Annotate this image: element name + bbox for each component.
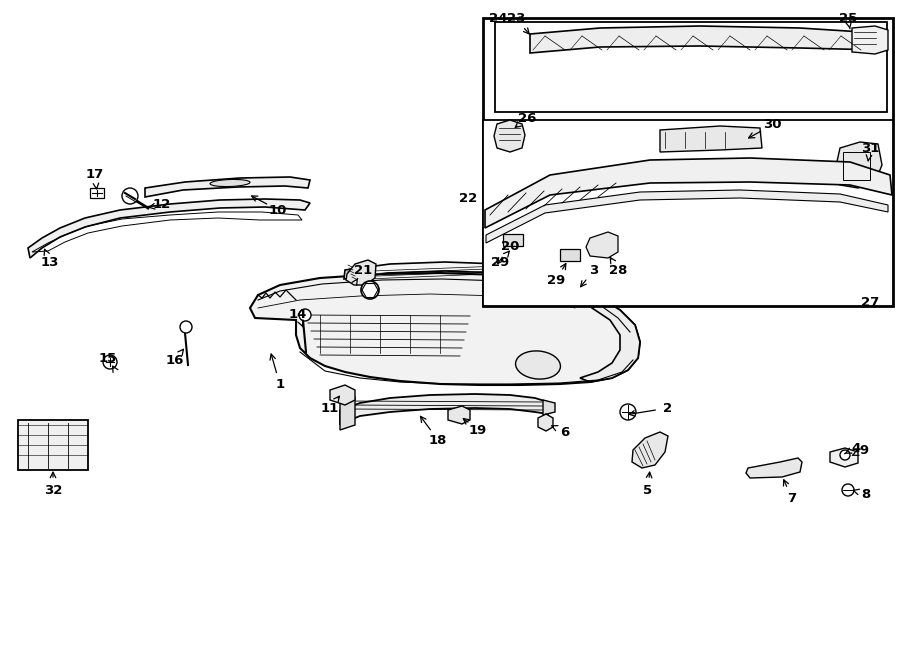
Text: 31: 31 (860, 141, 879, 155)
Polygon shape (660, 126, 762, 152)
Polygon shape (543, 400, 555, 415)
Text: 24: 24 (489, 13, 508, 26)
Polygon shape (503, 234, 523, 246)
Text: 13: 13 (40, 256, 59, 268)
Polygon shape (830, 448, 858, 467)
Circle shape (299, 309, 311, 321)
Text: 15: 15 (99, 352, 117, 364)
Polygon shape (530, 26, 880, 53)
Polygon shape (330, 385, 355, 405)
Text: 10: 10 (269, 204, 287, 217)
Circle shape (842, 484, 854, 496)
Text: 29: 29 (547, 274, 565, 286)
Text: 17: 17 (86, 169, 104, 182)
Polygon shape (485, 158, 892, 228)
Polygon shape (560, 249, 580, 261)
Text: 32: 32 (44, 483, 62, 496)
Polygon shape (340, 394, 548, 424)
Circle shape (620, 404, 636, 420)
Polygon shape (486, 190, 888, 243)
Circle shape (361, 281, 379, 299)
Text: 8: 8 (861, 488, 870, 500)
Polygon shape (90, 188, 104, 198)
Text: 3: 3 (590, 264, 598, 276)
Circle shape (103, 355, 117, 369)
Bar (495, 22, 887, 112)
Polygon shape (632, 432, 668, 468)
Text: 14: 14 (289, 309, 307, 321)
Circle shape (180, 321, 192, 333)
Circle shape (840, 450, 850, 460)
Text: 23: 23 (507, 13, 526, 26)
Ellipse shape (210, 179, 250, 186)
Polygon shape (346, 260, 376, 285)
Circle shape (565, 287, 579, 301)
Circle shape (122, 188, 138, 204)
Polygon shape (852, 26, 888, 54)
Text: 9: 9 (860, 444, 868, 457)
Polygon shape (145, 177, 310, 197)
Text: 19: 19 (469, 424, 487, 436)
Text: 2: 2 (663, 401, 672, 414)
Bar (483, 18, 893, 306)
Ellipse shape (516, 351, 561, 379)
Text: 22: 22 (459, 192, 477, 204)
Polygon shape (836, 142, 882, 188)
Polygon shape (494, 120, 525, 152)
Polygon shape (746, 458, 802, 478)
Text: 26: 26 (518, 112, 536, 124)
Polygon shape (538, 414, 553, 431)
Polygon shape (580, 298, 640, 382)
Text: 25: 25 (839, 13, 857, 26)
Polygon shape (586, 232, 618, 258)
Polygon shape (344, 262, 616, 300)
Text: 5: 5 (644, 483, 652, 496)
Text: 20: 20 (500, 241, 519, 254)
Text: 27: 27 (861, 297, 879, 309)
Text: 7: 7 (788, 492, 796, 504)
Text: 4: 4 (851, 442, 860, 455)
Text: 16: 16 (166, 354, 184, 366)
Polygon shape (28, 199, 310, 258)
Text: 6: 6 (561, 426, 570, 438)
Text: 28: 28 (608, 264, 627, 276)
Polygon shape (340, 397, 355, 430)
Text: 1: 1 (275, 379, 284, 391)
Text: 11: 11 (321, 401, 339, 414)
Text: 21: 21 (354, 264, 372, 276)
Bar (18, 420, 88, 470)
Text: 18: 18 (428, 434, 447, 446)
Bar (483, 120, 893, 306)
Text: 30: 30 (763, 118, 781, 132)
Text: 29: 29 (491, 256, 509, 268)
Text: 12: 12 (153, 198, 171, 212)
Polygon shape (448, 406, 470, 424)
Polygon shape (250, 273, 640, 385)
